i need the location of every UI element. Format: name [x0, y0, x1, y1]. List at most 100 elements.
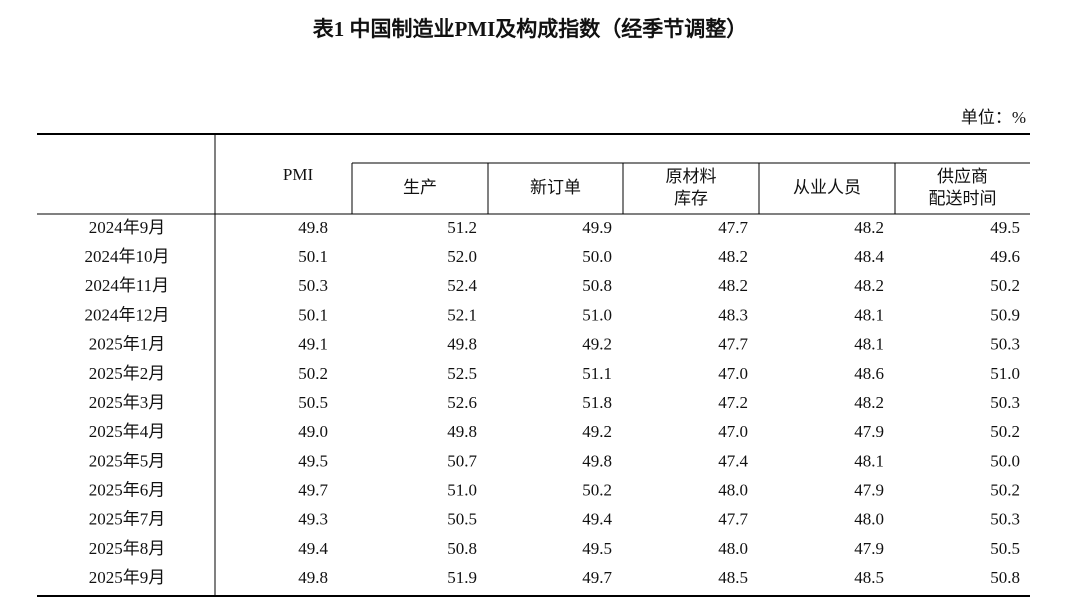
row-label: 2025年7月: [89, 510, 166, 529]
cell-value: 48.0: [718, 480, 748, 499]
cell-value: 50.2: [298, 364, 328, 383]
cell-value: 48.2: [718, 247, 748, 266]
cell-value: 47.7: [718, 218, 748, 237]
cell-value: 50.9: [990, 305, 1020, 324]
cell-value: 51.8: [582, 393, 612, 412]
title: 表1 中国制造业PMI及构成指数（经季节调整）: [313, 17, 748, 41]
cell-value: 48.1: [854, 335, 884, 354]
cell-value: 48.1: [854, 305, 884, 324]
cell-value: 49.8: [582, 451, 612, 470]
cell-value: 49.4: [582, 510, 612, 529]
cell-value: 49.6: [990, 247, 1020, 266]
cell-value: 47.0: [718, 422, 748, 441]
column-header: 生产: [403, 178, 437, 197]
cell-value: 49.7: [582, 568, 612, 587]
cell-value: 50.8: [447, 539, 477, 558]
cell-value: 48.4: [854, 247, 884, 266]
cell-value: 49.4: [298, 539, 328, 558]
cell-value: 49.3: [298, 510, 328, 529]
cell-value: 48.1: [854, 451, 884, 470]
cell-value: 50.1: [298, 247, 328, 266]
cell-value: 50.2: [990, 422, 1020, 441]
cell-value: 50.7: [447, 451, 477, 470]
row-label: 2024年11月: [85, 276, 169, 295]
column-header: 配送时间: [929, 189, 997, 208]
column-header: 新订单: [530, 178, 581, 197]
cell-value: 48.0: [854, 510, 884, 529]
cell-value: 49.7: [298, 480, 328, 499]
row-label: 2025年3月: [89, 393, 166, 412]
cell-value: 49.5: [582, 539, 612, 558]
cell-value: 48.5: [718, 568, 748, 587]
cell-value: 50.0: [990, 451, 1020, 470]
cell-value: 48.2: [718, 276, 748, 295]
column-header: 供应商: [937, 167, 988, 186]
row-label: 2024年9月: [89, 218, 166, 237]
cell-value: 48.0: [718, 539, 748, 558]
cell-value: 49.8: [298, 568, 328, 587]
cell-value: 49.5: [990, 218, 1020, 237]
cell-value: 47.7: [718, 510, 748, 529]
cell-value: 50.8: [990, 568, 1020, 587]
cell-value: 49.2: [582, 422, 612, 441]
cell-value: 50.0: [582, 247, 612, 266]
cell-value: 50.5: [447, 510, 477, 529]
row-label: 2025年4月: [89, 422, 166, 441]
row-label: 2025年5月: [89, 451, 166, 470]
cell-value: 48.2: [854, 218, 884, 237]
cell-value: 50.3: [990, 510, 1020, 529]
row-label: 2025年2月: [89, 364, 166, 383]
row-label: 2024年12月: [85, 305, 170, 324]
cell-value: 50.5: [298, 393, 328, 412]
cell-value: 49.9: [582, 218, 612, 237]
cell-value: 49.1: [298, 335, 328, 354]
pmi-header: PMI: [283, 165, 314, 184]
cell-value: 49.5: [298, 451, 328, 470]
column-header: 库存: [674, 189, 708, 208]
cell-value: 50.2: [990, 276, 1020, 295]
cell-value: 48.5: [854, 568, 884, 587]
cell-value: 52.1: [447, 305, 477, 324]
cell-value: 51.0: [990, 364, 1020, 383]
cell-value: 51.0: [447, 480, 477, 499]
cell-value: 50.8: [582, 276, 612, 295]
row-label: 2025年9月: [89, 568, 166, 587]
unit: 单位：%: [961, 108, 1026, 127]
cell-value: 48.6: [854, 364, 884, 383]
column-header: 从业人员: [793, 178, 861, 197]
cell-value: 49.8: [447, 422, 477, 441]
cell-value: 52.6: [447, 393, 477, 412]
cell-value: 49.2: [582, 335, 612, 354]
cell-value: 49.8: [298, 218, 328, 237]
row-label: 2024年10月: [85, 247, 170, 266]
cell-value: 52.5: [447, 364, 477, 383]
column-header: 原材料: [666, 167, 717, 186]
cell-value: 51.1: [582, 364, 612, 383]
cell-value: 47.9: [854, 422, 884, 441]
cell-value: 50.3: [298, 276, 328, 295]
cell-value: 48.2: [854, 393, 884, 412]
cell-value: 51.0: [582, 305, 612, 324]
row-label: 2025年1月: [89, 335, 166, 354]
cell-value: 47.7: [718, 335, 748, 354]
cell-value: 49.8: [447, 335, 477, 354]
cell-value: 47.9: [854, 539, 884, 558]
cell-value: 50.5: [990, 539, 1020, 558]
cell-value: 50.3: [990, 335, 1020, 354]
cell-value: 49.0: [298, 422, 328, 441]
cell-value: 52.4: [447, 276, 477, 295]
cell-value: 50.3: [990, 393, 1020, 412]
cell-value: 47.4: [718, 451, 748, 470]
cell-value: 48.2: [854, 276, 884, 295]
cell-value: 52.0: [447, 247, 477, 266]
cell-value: 50.2: [582, 480, 612, 499]
cell-value: 47.0: [718, 364, 748, 383]
cell-value: 51.2: [447, 218, 477, 237]
cell-value: 50.1: [298, 305, 328, 324]
row-label: 2025年8月: [89, 539, 166, 558]
row-label: 2025年6月: [89, 480, 166, 499]
cell-value: 48.3: [718, 305, 748, 324]
cell-value: 47.9: [854, 480, 884, 499]
